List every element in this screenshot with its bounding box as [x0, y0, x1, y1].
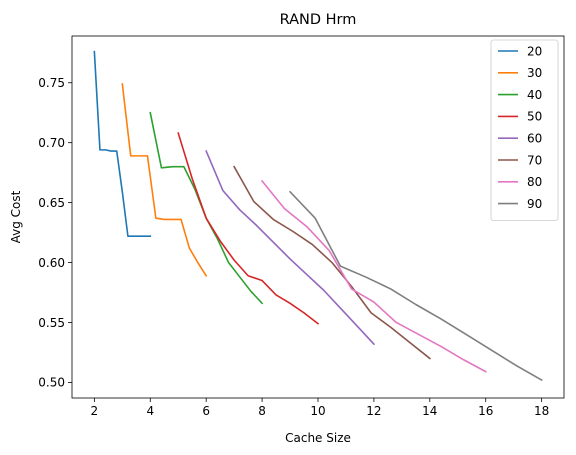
legend-label-50: 50: [527, 110, 542, 124]
legend-label-30: 30: [527, 66, 542, 80]
legend-label-60: 60: [527, 132, 542, 146]
x-axis: 2 4 6 8 10 12 14 16 18: [91, 398, 549, 418]
y-axis: 0.50 0.55 0.60 0.65 0.70 0.75: [38, 76, 72, 390]
x-tick-label: 10: [310, 404, 325, 418]
legend-label-70: 70: [527, 153, 542, 167]
y-tick-label: 0.70: [38, 136, 65, 150]
legend-label-90: 90: [527, 197, 542, 211]
y-tick-label: 0.55: [38, 316, 65, 330]
y-tick-label: 0.60: [38, 256, 65, 270]
x-tick-label: 14: [422, 404, 437, 418]
x-tick-label: 2: [91, 404, 99, 418]
chart-title: RAND Hrm: [280, 12, 357, 28]
y-tick-label: 0.65: [38, 196, 65, 210]
plot-area: [72, 36, 564, 398]
series-line-50: [177, 132, 320, 325]
series-line-60: [205, 150, 376, 346]
y-tick-label: 0.50: [38, 376, 65, 390]
legend: 20 30 40 50 60 70 80 90: [490, 39, 559, 221]
x-tick-label: 18: [534, 404, 549, 418]
series-line-80: [260, 179, 487, 373]
legend-label-80: 80: [527, 175, 542, 189]
x-tick-label: 6: [202, 404, 210, 418]
legend-label-20: 20: [527, 44, 542, 58]
x-tick-label: 16: [478, 404, 493, 418]
series-line-20: [93, 50, 152, 237]
x-axis-label: Cache Size: [285, 431, 351, 445]
x-tick-label: 4: [146, 404, 154, 418]
series-layer: [93, 50, 543, 382]
legend-label-40: 40: [527, 88, 542, 102]
x-tick-label: 12: [366, 404, 381, 418]
series-line-90: [288, 190, 543, 382]
y-axis-label: Avg Cost: [9, 190, 23, 243]
series-line-30: [121, 83, 208, 277]
y-tick-label: 0.75: [38, 76, 65, 90]
x-tick-label: 8: [258, 404, 266, 418]
legend-frame: [490, 39, 559, 221]
series-line-70: [233, 165, 431, 360]
